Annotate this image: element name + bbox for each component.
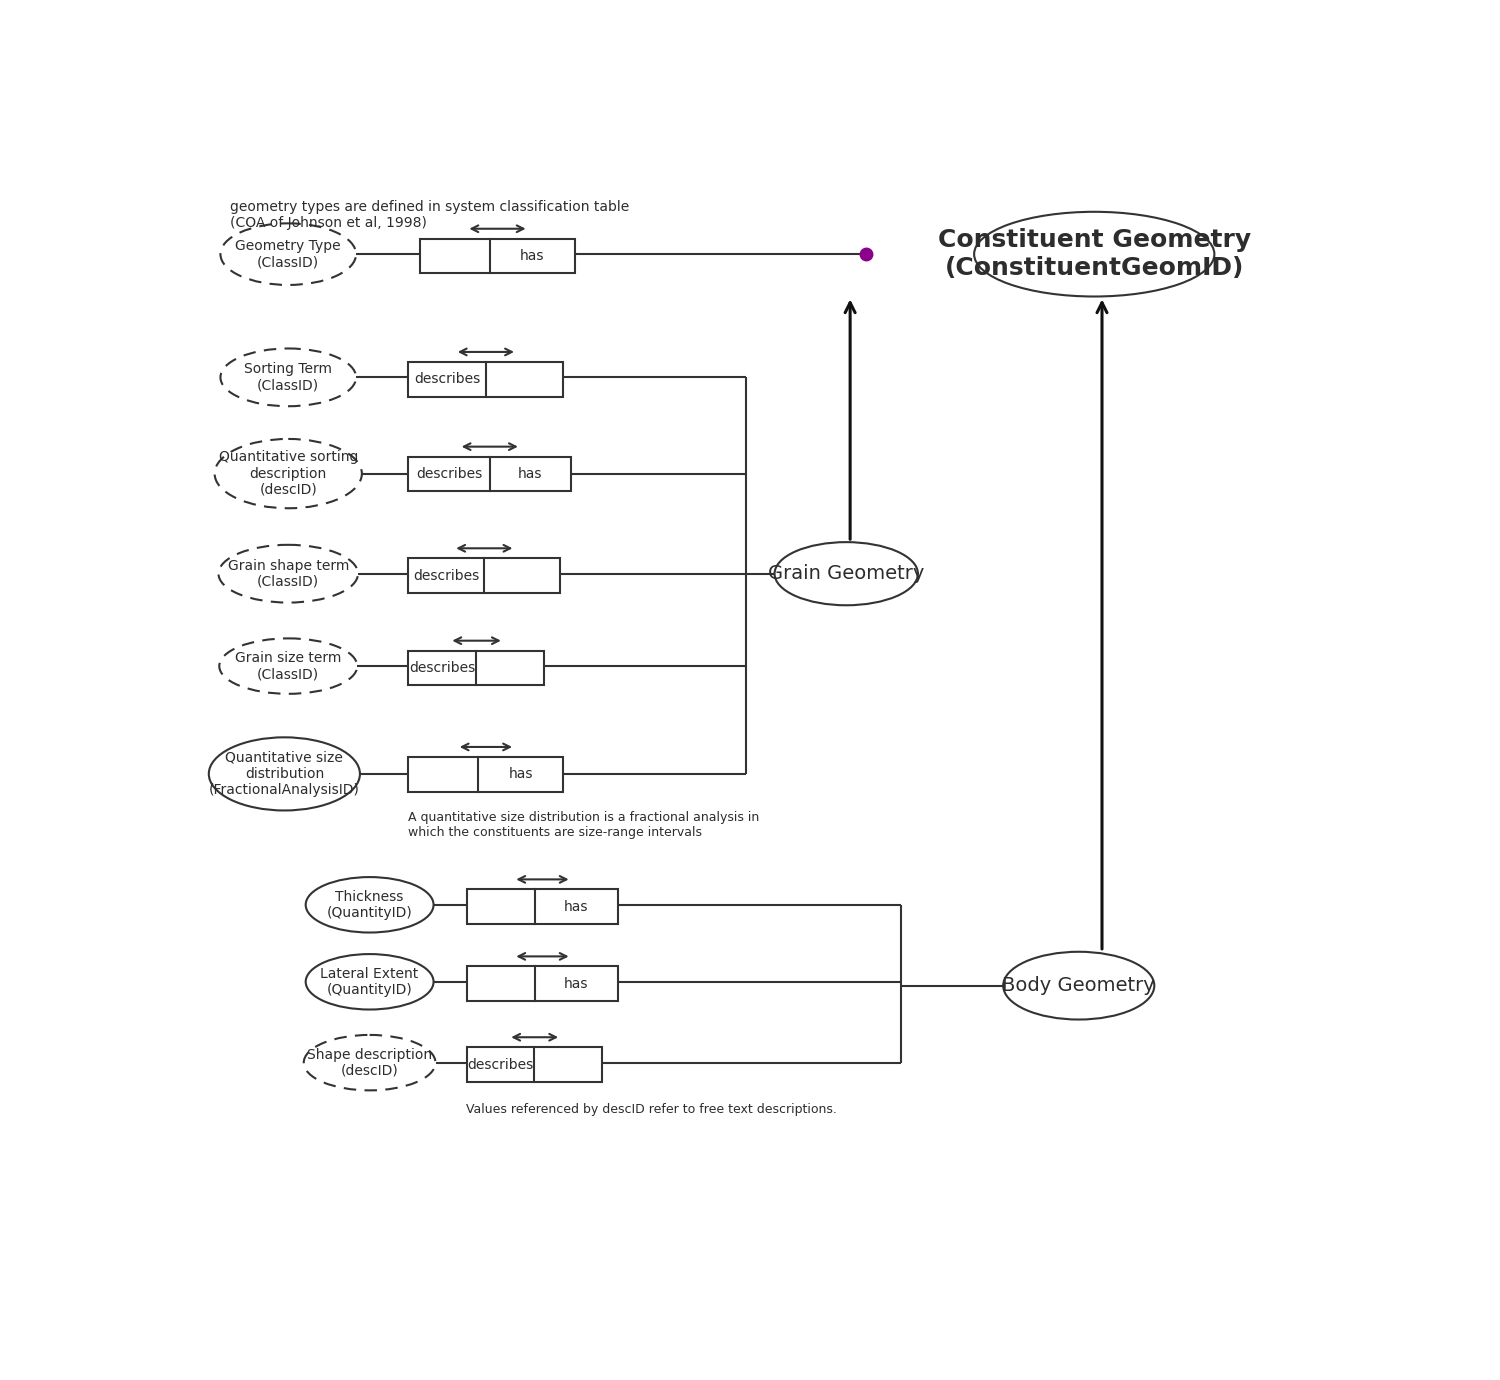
- Text: describes: describes: [416, 466, 482, 482]
- Text: geometry types are defined in system classification table
(COA of Johnson et al,: geometry types are defined in system cla…: [230, 200, 630, 230]
- Bar: [408, 651, 544, 686]
- Bar: [466, 1047, 602, 1082]
- Text: describes: describes: [414, 373, 480, 386]
- Text: Lateral Extent
(QuantityID): Lateral Extent (QuantityID): [321, 967, 419, 996]
- Bar: [466, 889, 618, 925]
- Text: has: has: [509, 767, 532, 781]
- Text: Shape description
(descID): Shape description (descID): [308, 1047, 432, 1078]
- Text: Grain Geometry: Grain Geometry: [768, 564, 924, 584]
- Bar: [466, 966, 618, 1000]
- Text: Sorting Term
(ClassID): Sorting Term (ClassID): [244, 362, 333, 392]
- Text: Thickness
(QuantityID): Thickness (QuantityID): [327, 890, 412, 920]
- Text: has: has: [520, 248, 544, 264]
- Text: has: has: [564, 900, 588, 914]
- Text: has: has: [518, 466, 543, 482]
- Text: Geometry Type
(ClassID): Geometry Type (ClassID): [236, 239, 340, 269]
- Text: Body Geometry: Body Geometry: [1002, 976, 1155, 995]
- Text: describes: describes: [413, 569, 480, 582]
- Text: Quantitative size
distribution
(FractionalAnalysisID): Quantitative size distribution (Fraction…: [209, 751, 360, 798]
- Text: has: has: [564, 977, 588, 991]
- Text: describes: describes: [468, 1057, 534, 1072]
- Text: Grain size term
(ClassID): Grain size term (ClassID): [236, 651, 342, 682]
- Text: Quantitative sorting
description
(descID): Quantitative sorting description (descID…: [219, 450, 358, 497]
- Bar: [420, 239, 574, 273]
- Bar: [408, 758, 564, 792]
- Bar: [408, 362, 564, 396]
- Text: A quantitative size distribution is a fractional analysis in
which the constitue: A quantitative size distribution is a fr…: [408, 811, 759, 839]
- Text: Values referenced by descID refer to free text descriptions.: Values referenced by descID refer to fre…: [466, 1103, 837, 1115]
- Text: describes: describes: [410, 661, 476, 675]
- Text: Grain shape term
(ClassID): Grain shape term (ClassID): [228, 559, 350, 589]
- Text: Constituent Geometry
(ConstituentGeomID): Constituent Geometry (ConstituentGeomID): [938, 228, 1251, 280]
- Bar: [408, 457, 572, 491]
- Bar: [408, 559, 560, 593]
